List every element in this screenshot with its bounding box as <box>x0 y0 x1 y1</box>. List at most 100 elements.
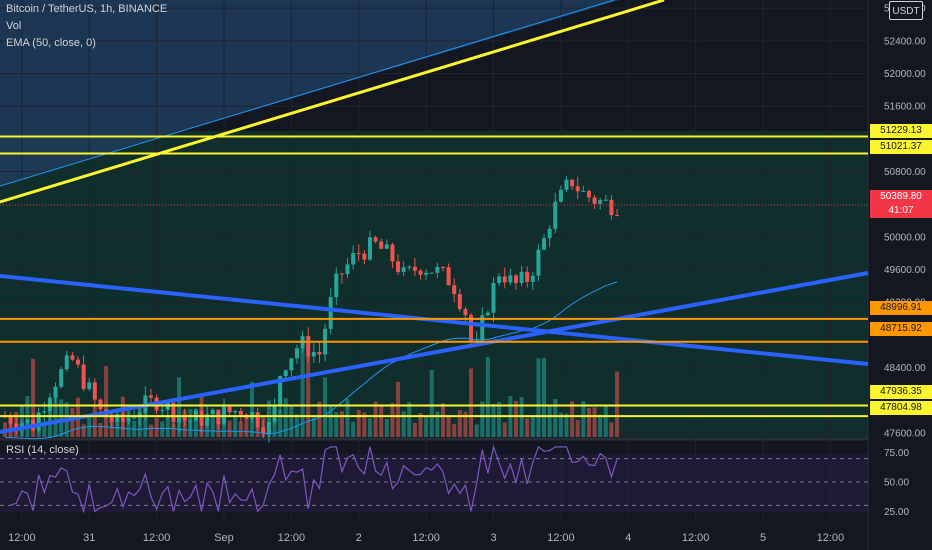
symbol-title[interactable]: Bitcoin / TetherUS, 1h, BINANCE <box>6 3 168 15</box>
volume-bar <box>227 420 232 437</box>
trendline-cyan[interactable] <box>0 0 615 187</box>
candle-body <box>598 200 603 204</box>
volume-bar <box>525 418 530 437</box>
rsi-line <box>10 444 618 514</box>
trendline-yellow[interactable] <box>0 0 665 204</box>
volume-bar <box>452 424 457 437</box>
volume-bar <box>283 398 288 437</box>
volume-bar <box>339 411 344 437</box>
candle-body <box>109 417 114 422</box>
rsi-tick-label: 25.00 <box>884 507 909 518</box>
candle-body <box>390 244 395 262</box>
candle-body <box>115 413 120 422</box>
level-label: 48996.91 <box>870 301 932 315</box>
price-tick-label: 48400.00 <box>884 363 926 374</box>
volume-bar <box>480 401 485 437</box>
volume-bar <box>216 422 221 437</box>
volume-bar <box>70 407 75 437</box>
volume-bar <box>59 399 64 437</box>
volume-bar <box>104 366 109 437</box>
volume-bar <box>536 358 541 437</box>
candle-body <box>81 364 86 389</box>
candle-body <box>491 283 496 313</box>
candle-body <box>261 427 266 434</box>
candle-body <box>508 275 513 283</box>
volume-bar <box>440 403 445 437</box>
trendline-blue-down[interactable] <box>0 274 869 366</box>
candle-body <box>328 297 333 329</box>
candle-body <box>570 179 575 187</box>
candle-body <box>457 294 462 310</box>
candle-body <box>581 190 586 192</box>
candle-body <box>283 370 288 377</box>
volume-bar <box>412 422 417 437</box>
time-tick-label: 12:00 <box>8 532 36 544</box>
time-tick-label: 12:00 <box>682 532 710 544</box>
candle-body <box>233 410 238 413</box>
volume-bar <box>31 358 36 437</box>
candle-body <box>160 409 165 411</box>
volume-bar <box>396 381 401 437</box>
volume-bar <box>317 401 322 437</box>
ema-line <box>4 281 618 440</box>
volume-bar <box>238 421 243 437</box>
price-tick-label: 50800.00 <box>884 167 926 178</box>
candle-body <box>401 267 406 272</box>
level-label: 47936.35 <box>870 385 932 399</box>
candle-body <box>519 271 524 284</box>
rsi-legend[interactable]: RSI (14, close) <box>6 444 79 456</box>
volume-legend[interactable]: Vol <box>6 20 22 32</box>
candle-body <box>199 410 204 426</box>
volume-bar <box>491 403 496 437</box>
candle-body <box>609 199 614 216</box>
volume-bar <box>542 357 547 437</box>
candle-body <box>210 409 215 415</box>
volume-bar <box>418 413 423 437</box>
volume-bar <box>92 406 97 437</box>
candle-body <box>25 419 30 424</box>
currency-button[interactable]: USDT <box>889 1 923 20</box>
candle-body <box>407 266 412 268</box>
time-tick-label: 12:00 <box>412 532 440 544</box>
candle-body <box>42 411 47 413</box>
volume-bar <box>401 411 406 437</box>
ema-50-line <box>4 281 618 440</box>
candle-body <box>513 275 518 284</box>
volume-bar <box>311 417 316 437</box>
horizontal-levels[interactable] <box>0 135 868 418</box>
volume-bar <box>367 418 372 437</box>
ema-legend[interactable]: EMA (50, close, 0) <box>6 37 96 49</box>
candle-body <box>53 386 58 398</box>
candle-body <box>126 417 131 422</box>
volume-bar <box>205 422 210 437</box>
volume-bar <box>457 410 462 437</box>
candle-body <box>502 276 507 283</box>
volume-bar <box>250 381 255 437</box>
volume-bar <box>474 424 479 437</box>
volume-bar <box>429 369 434 437</box>
candle-body <box>345 264 350 275</box>
volume-bar <box>390 403 395 437</box>
current-price-label: 50389.80 <box>870 190 932 204</box>
candle-body <box>70 355 75 360</box>
candle-body <box>351 253 356 265</box>
volume-bar <box>373 401 378 437</box>
candle-body <box>339 273 344 275</box>
volume-bar <box>446 415 451 437</box>
level-label: 51021.37 <box>870 140 932 154</box>
candle-body <box>266 421 271 434</box>
volume-bar <box>351 421 356 437</box>
time-tick-label: 12:00 <box>278 532 306 544</box>
candle-body <box>418 270 423 275</box>
candle-body <box>148 395 153 398</box>
volume-bar <box>609 422 614 437</box>
volume-bar <box>497 402 502 437</box>
volume-bar <box>165 415 170 437</box>
grid-layer <box>0 0 868 523</box>
candle-body <box>575 186 580 192</box>
candle-body <box>272 404 277 422</box>
candle-body <box>132 417 137 419</box>
candle-body <box>137 412 142 418</box>
candle-body <box>373 237 378 242</box>
